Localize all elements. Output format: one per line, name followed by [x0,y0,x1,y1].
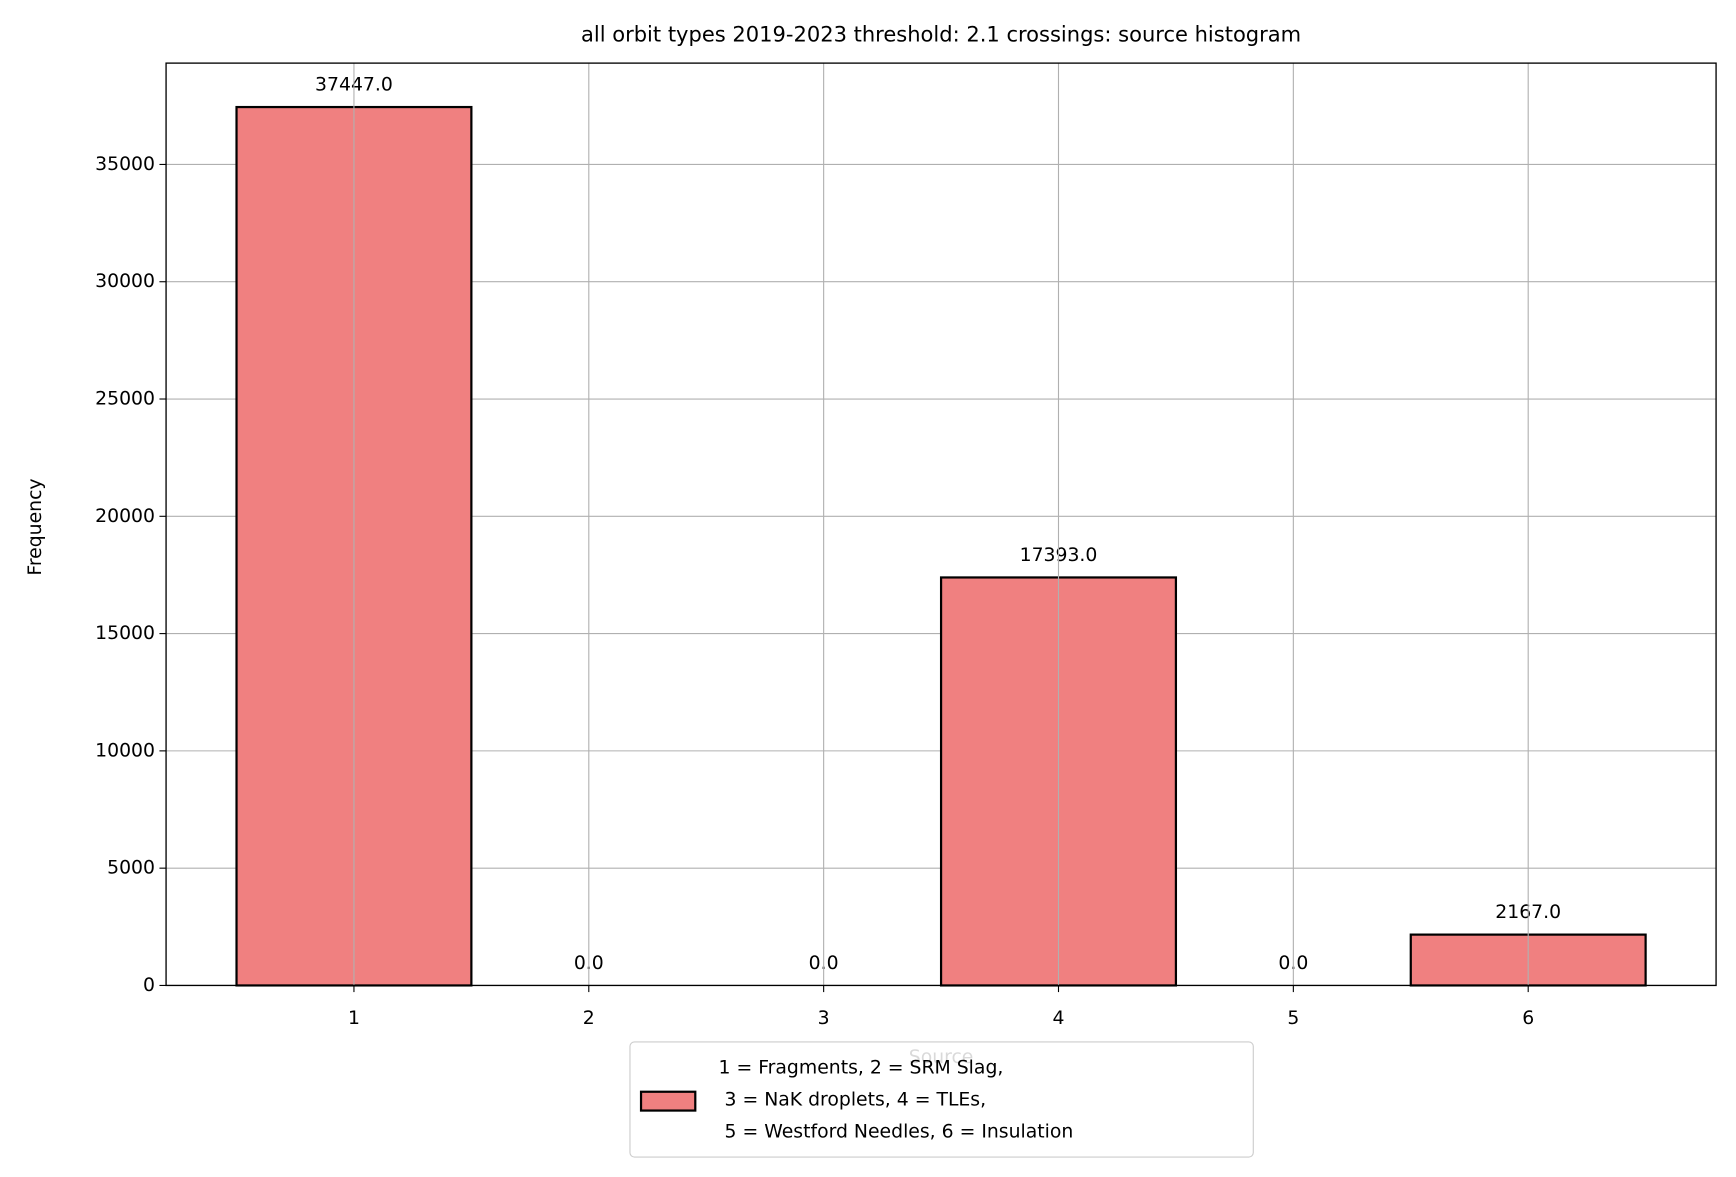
y-tick-label: 35000 [95,154,155,175]
legend-frame [629,1041,1254,1158]
x-tick-label: 3 [818,1008,830,1029]
y-tick-label: 0 [143,975,155,996]
y-tick-label: 20000 [95,506,155,527]
y-tick-label: 25000 [95,389,155,410]
legend-swatch [639,1090,697,1112]
x-tick-label: 2 [583,1008,595,1029]
x-tick-label: 1 [348,1008,360,1029]
legend: 1 = Fragments, 2 = SRM Slag, 3 = NaK dro… [629,1041,1254,1158]
legend-line: 1 = Fragments, 2 = SRM Slag, [719,1057,1004,1078]
y-tick-label: 10000 [95,740,155,761]
legend-line: 5 = Westford Needles, 6 = Insulation [719,1121,1074,1142]
legend-line: 3 = NaK droplets, 4 = TLEs, [719,1089,987,1110]
x-tick-label: 6 [1522,1008,1534,1029]
chart-title: all orbit types 2019-2023 threshold: 2.1… [581,21,1301,46]
y-axis-label: Frequency [25,478,46,575]
plot-frame [165,62,1717,987]
y-tick-label: 5000 [107,858,155,879]
x-tick-label: 4 [1053,1008,1065,1029]
y-tick-label: 30000 [95,271,155,292]
legend-label: 1 = Fragments, 2 = SRM Slag, 3 = NaK dro… [719,1057,1074,1142]
x-tick-label: 5 [1287,1008,1299,1029]
y-tick-label: 15000 [95,623,155,644]
